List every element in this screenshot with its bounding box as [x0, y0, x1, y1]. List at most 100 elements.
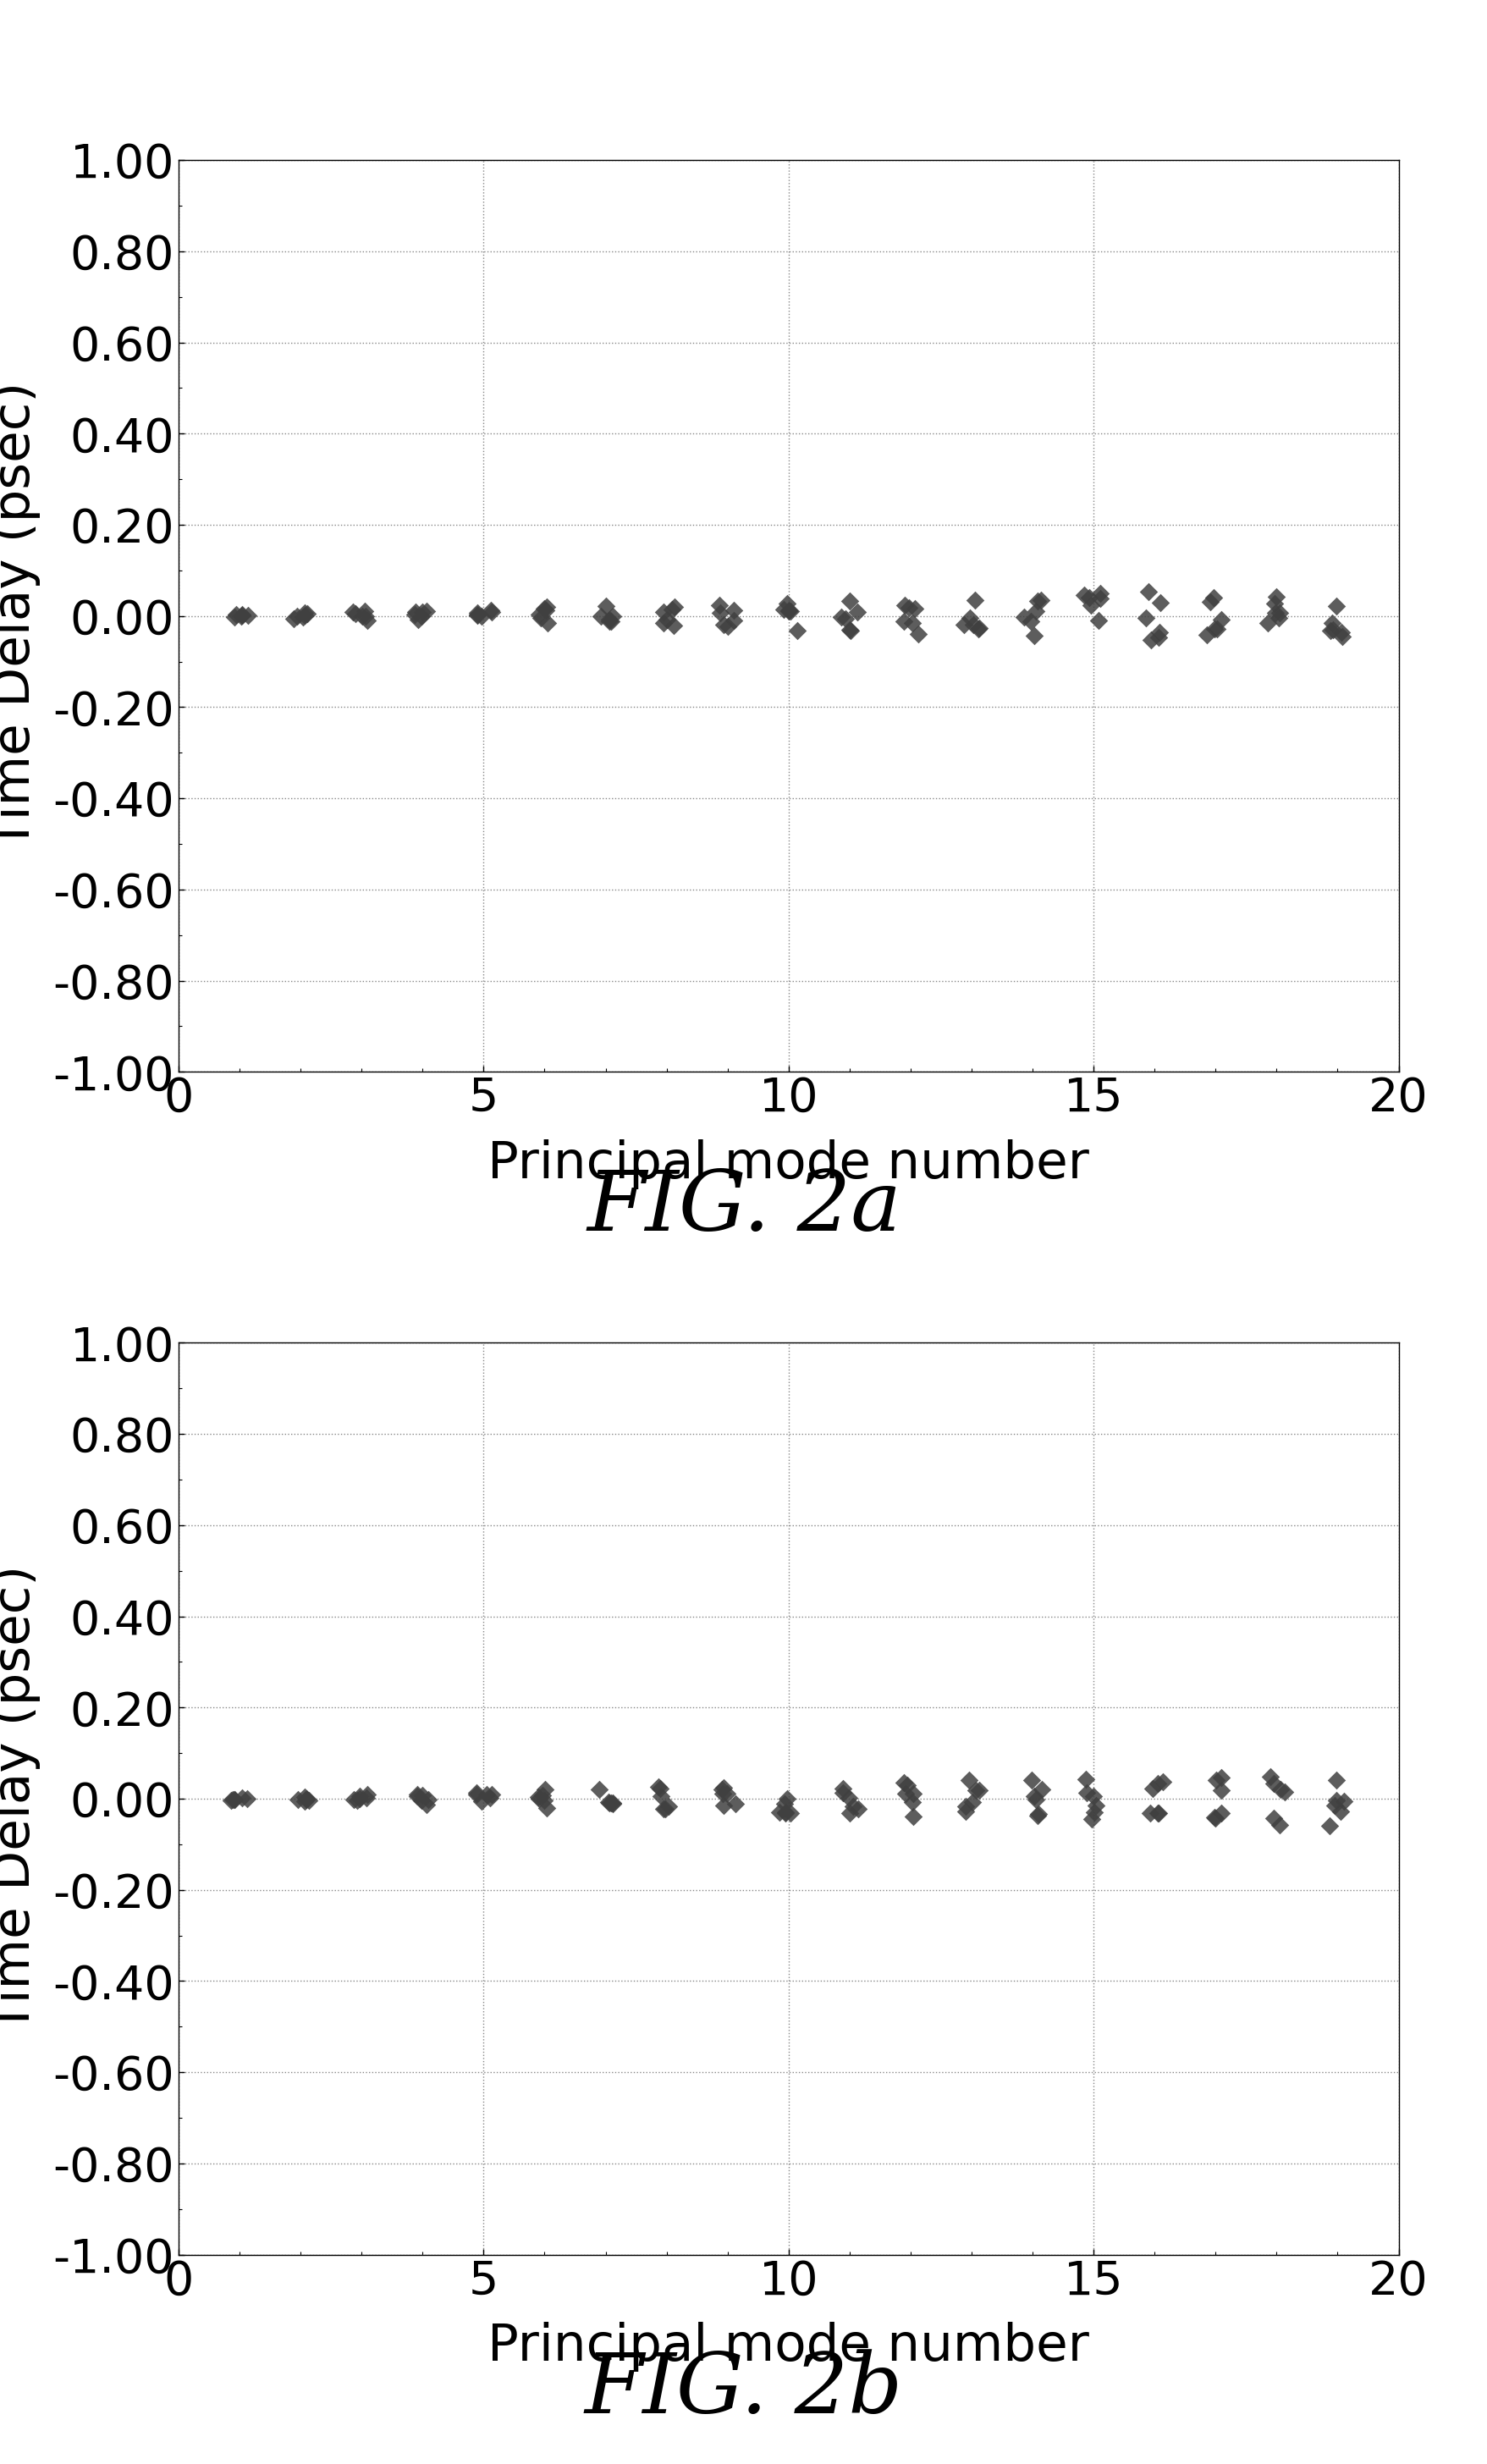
Text: FIG. 2a: FIG. 2a — [586, 1168, 901, 1247]
Point — [709, 1769, 733, 1809]
Point — [1146, 618, 1170, 658]
Point — [1331, 1781, 1355, 1821]
Point — [901, 1774, 925, 1814]
Point — [294, 1779, 318, 1818]
Point — [1072, 574, 1096, 614]
Point — [465, 594, 489, 633]
Point — [526, 1777, 550, 1816]
Point — [1201, 579, 1225, 618]
Point — [596, 1781, 620, 1821]
Point — [1267, 599, 1291, 638]
Point — [1199, 582, 1222, 621]
Point — [895, 1764, 919, 1804]
Point — [778, 591, 801, 631]
Point — [964, 1772, 987, 1811]
Point — [1268, 1769, 1292, 1809]
Point — [532, 1781, 556, 1821]
Point — [236, 596, 260, 636]
Point — [1203, 1759, 1227, 1799]
Point — [900, 604, 923, 643]
Point — [659, 589, 683, 628]
Y-axis label: Time Delay (psec): Time Delay (psec) — [0, 1565, 42, 2033]
Point — [529, 1777, 553, 1816]
Point — [296, 1781, 320, 1821]
Point — [767, 1791, 791, 1831]
Point — [1145, 1794, 1169, 1833]
Point — [1209, 599, 1233, 638]
Point — [1262, 594, 1286, 633]
Point — [1258, 1757, 1282, 1796]
Point — [1201, 609, 1225, 648]
Point — [1077, 579, 1100, 618]
Point — [775, 584, 799, 623]
Point — [845, 591, 868, 631]
X-axis label: Principal mode number: Principal mode number — [488, 2321, 1088, 2373]
Point — [465, 1774, 489, 1814]
Point — [220, 1779, 244, 1818]
Point — [293, 596, 317, 636]
Point — [967, 609, 990, 648]
Point — [1029, 1769, 1053, 1809]
Point — [715, 606, 739, 646]
Point — [1088, 579, 1112, 618]
Point — [776, 591, 800, 631]
Point — [341, 591, 364, 631]
Point — [465, 596, 489, 636]
Point — [1133, 599, 1157, 638]
Point — [1019, 1759, 1042, 1799]
Point — [953, 1791, 977, 1831]
Point — [711, 1774, 735, 1814]
Point — [589, 596, 613, 636]
Point — [404, 1774, 428, 1814]
Point — [1261, 1764, 1285, 1804]
Point — [1209, 1759, 1233, 1799]
Point — [1320, 611, 1344, 650]
Point — [474, 1774, 498, 1814]
Point — [534, 591, 558, 631]
Point — [837, 1794, 861, 1833]
Point — [837, 611, 861, 650]
Point — [1022, 1777, 1045, 1816]
Point — [903, 589, 926, 628]
Point — [900, 1781, 923, 1821]
Point — [468, 596, 492, 636]
Point — [1209, 1769, 1233, 1809]
Point — [648, 1769, 672, 1809]
Point — [1080, 1799, 1103, 1838]
Point — [1081, 1777, 1105, 1816]
Point — [961, 1781, 984, 1821]
Point — [416, 1779, 440, 1818]
Point — [406, 599, 430, 638]
Point — [1267, 594, 1291, 633]
Point — [470, 1781, 494, 1821]
Point — [1148, 582, 1172, 621]
Point — [281, 599, 305, 638]
Point — [230, 596, 254, 636]
Point — [587, 1769, 611, 1809]
Point — [526, 1779, 550, 1818]
Point — [598, 601, 622, 641]
Point — [711, 604, 735, 643]
Point — [599, 1784, 623, 1823]
Point — [230, 594, 254, 633]
Point — [1025, 1796, 1048, 1836]
Point — [663, 586, 687, 626]
Point — [225, 594, 248, 633]
Point — [355, 601, 379, 641]
Point — [1261, 1799, 1285, 1838]
Point — [1204, 609, 1228, 648]
Text: FIG. 2b: FIG. 2b — [584, 2351, 903, 2430]
Point — [1087, 574, 1111, 614]
Point — [1087, 601, 1111, 641]
Point — [219, 1781, 242, 1821]
Point — [715, 1774, 739, 1814]
Point — [352, 591, 376, 631]
Point — [1136, 572, 1160, 611]
Point — [1141, 1769, 1164, 1809]
Point — [222, 1779, 245, 1818]
Point — [286, 596, 309, 636]
Point — [534, 1789, 558, 1828]
Y-axis label: Time Delay (psec): Time Delay (psec) — [0, 382, 42, 850]
Point — [721, 601, 745, 641]
Point — [785, 611, 809, 650]
